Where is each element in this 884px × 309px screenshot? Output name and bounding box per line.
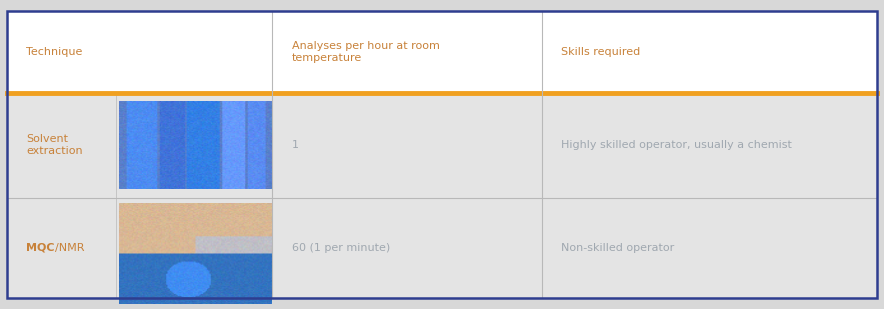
Text: Solvent
extraction: Solvent extraction <box>27 134 83 156</box>
Text: Skills required: Skills required <box>561 47 640 57</box>
Text: Non-skilled operator: Non-skilled operator <box>561 243 674 253</box>
Text: /NMR: /NMR <box>55 243 84 253</box>
Text: Highly skilled operator, usually a chemist: Highly skilled operator, usually a chemi… <box>561 140 792 150</box>
Bar <box>7 11 877 93</box>
Text: Technique: Technique <box>27 47 82 57</box>
Text: MQC: MQC <box>27 243 55 253</box>
Text: 1: 1 <box>292 140 299 150</box>
Text: Analyses per hour at room
temperature: Analyses per hour at room temperature <box>292 41 439 62</box>
Text: 60 (1 per minute): 60 (1 per minute) <box>292 243 390 253</box>
